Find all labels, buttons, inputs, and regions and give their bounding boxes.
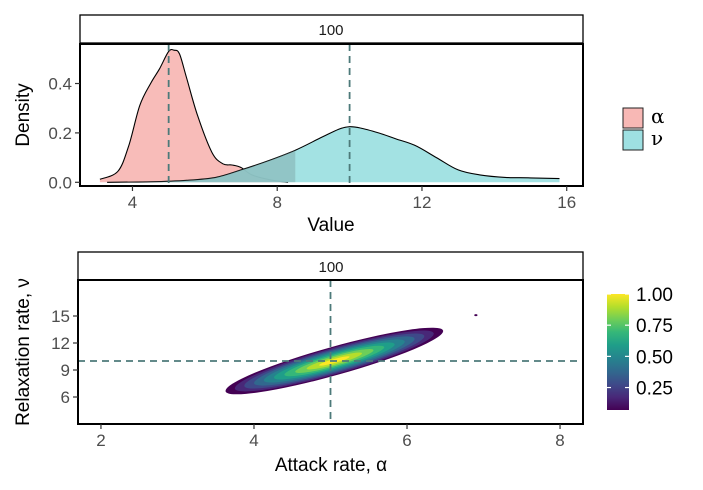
y-tick-label: 12 [51, 334, 70, 353]
strip-background [77, 251, 584, 281]
strip-background [79, 14, 584, 44]
y-axis-title: Relaxation rate, ν [13, 278, 34, 426]
density-panel: 100 4 8 12 16 0.0 0.2 0.4 Value Density [13, 14, 584, 236]
y-tick-label: 0.4 [48, 75, 72, 94]
legend-swatch [622, 107, 644, 129]
panel-strip-label: 100 [318, 259, 343, 276]
density-contours [225, 314, 478, 395]
x-tick-label: 12 [413, 193, 432, 212]
y-tick-label: 0.2 [48, 124, 72, 143]
stray-density-speck [474, 314, 478, 317]
colorbar-tick-label: 0.25 [636, 379, 673, 400]
legend-swatch [622, 129, 644, 151]
colorbar-tick-label: 0.50 [636, 347, 673, 368]
density-curve-alpha [99, 48, 289, 183]
y-tick-label: 9 [61, 361, 70, 380]
x-tick-label: 6 [402, 431, 411, 450]
plot-frame [77, 279, 584, 425]
x-tick-label: 16 [557, 193, 576, 212]
y-tick-label: 15 [51, 307, 70, 326]
density-curve-nu [107, 126, 560, 183]
x-tick-label: 4 [128, 193, 137, 212]
colorbar-gradient [607, 294, 629, 410]
colorbar: 0.25 0.50 0.75 1.00 [607, 285, 673, 410]
panel-strip-label: 100 [318, 22, 343, 39]
legend-label: α [651, 104, 665, 128]
y-tick-label: 6 [61, 388, 70, 407]
density-overlap [107, 150, 296, 183]
x-axis-title: Value [307, 215, 354, 236]
y-tick-label: 0.0 [48, 173, 72, 192]
reference-lines [78, 280, 583, 424]
plot-frame [79, 43, 584, 187]
density-area-alpha [99, 49, 289, 183]
axes: 4 8 12 16 0.0 0.2 0.4 [48, 75, 576, 212]
y-axis-title: Density [13, 83, 34, 147]
axes: 2 4 6 8 6 9 12 15 [51, 307, 565, 450]
x-tick-label: 4 [249, 431, 258, 450]
density-area-nu [107, 126, 560, 183]
legend: αν [622, 104, 665, 151]
colorbar-tick-label: 1.00 [636, 285, 673, 306]
joint-density-panel: 100 2 4 6 8 6 9 12 15 Attack rate, α Relaxation… [13, 251, 584, 476]
x-tick-label: 2 [96, 431, 105, 450]
x-tick-label: 8 [272, 193, 281, 212]
density-areas [99, 48, 560, 183]
x-tick-label: 8 [555, 431, 564, 450]
legend-label: ν [651, 126, 663, 150]
x-axis-title: Attack rate, α [275, 455, 387, 476]
colorbar-tick-label: 0.75 [636, 316, 673, 337]
